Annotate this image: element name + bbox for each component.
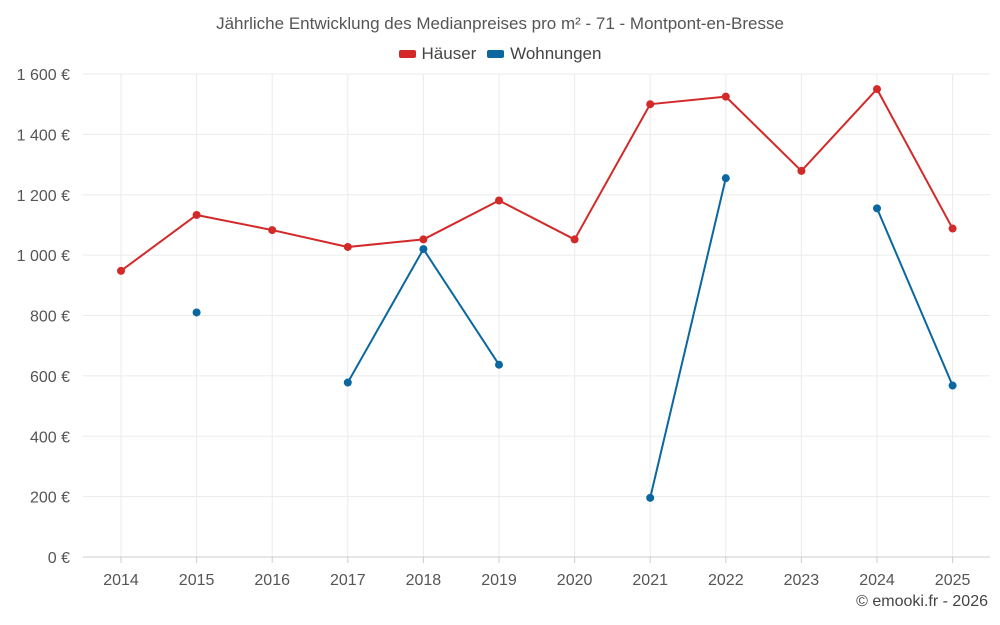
legend-swatch-wohnungen xyxy=(487,49,505,58)
grid xyxy=(83,73,990,557)
data-point-haeuser xyxy=(646,100,655,109)
data-point-wohnungen xyxy=(343,378,352,387)
x-tick-label: 2024 xyxy=(859,572,895,589)
data-point-haeuser xyxy=(192,210,201,219)
x-tick-label: 2020 xyxy=(557,572,593,589)
data-point-wohnungen xyxy=(948,381,957,390)
y-tick-label: 200 € xyxy=(30,490,70,507)
x-tick-label: 2017 xyxy=(330,572,366,589)
credit: © emooki.fr - 2026 xyxy=(856,593,988,610)
data-point-wohnungen xyxy=(873,204,881,213)
data-point-haeuser xyxy=(797,166,806,175)
legend-label-wohnungen: Wohnungen xyxy=(510,44,602,63)
data-point-wohnungen xyxy=(495,360,503,369)
data-point-haeuser xyxy=(873,85,881,94)
data-point-wohnungen xyxy=(419,245,428,254)
y-tick-label: 1 600 € xyxy=(17,67,70,84)
y-tick-label: 0 € xyxy=(48,550,70,567)
x-tick-label: 2019 xyxy=(481,572,517,589)
series-line-haeuser xyxy=(120,88,954,272)
data-point-haeuser xyxy=(721,92,730,101)
y-tick-label: 800 € xyxy=(30,309,70,326)
y-tick-label: 600 € xyxy=(30,369,70,386)
legend-item-wohnungen[interactable]: Wohnungen xyxy=(487,44,601,64)
data-point-wohnungen xyxy=(721,174,730,183)
x-tick-label: 2015 xyxy=(179,572,215,589)
data-point-haeuser xyxy=(268,226,277,235)
y-tick-label: 1 000 € xyxy=(17,248,70,265)
series-line-wohnungen xyxy=(649,177,727,499)
x-tick-label: 2018 xyxy=(406,572,442,589)
series xyxy=(117,85,957,502)
legend: Häuser Wohnungen xyxy=(0,44,1000,64)
y-tick-label: 1 200 € xyxy=(17,188,70,205)
data-point-haeuser xyxy=(419,235,428,244)
x-tick-label: 2016 xyxy=(254,572,290,589)
data-point-haeuser xyxy=(343,242,352,251)
data-point-haeuser xyxy=(570,235,579,244)
x-tick-label: 2023 xyxy=(784,572,820,589)
series-line-wohnungen xyxy=(876,207,954,386)
chart-title: Jährliche Entwicklung des Medianpreises … xyxy=(216,14,784,33)
x-tick-label: 2025 xyxy=(935,572,971,589)
x-tick-label: 2021 xyxy=(632,572,668,589)
legend-label-haeuser: Häuser xyxy=(421,44,477,63)
data-point-haeuser xyxy=(117,266,125,275)
data-point-haeuser xyxy=(948,224,957,233)
legend-item-haeuser[interactable]: Häuser xyxy=(398,44,477,64)
legend-swatch-haeuser xyxy=(398,49,416,58)
data-point-haeuser xyxy=(495,196,503,205)
y-tick-label: 400 € xyxy=(30,429,70,446)
axes: 0 € 200 € 400 € 600 € 800 € 1 000 € 1 200 € 1 4… xyxy=(17,67,990,589)
data-point-wohnungen xyxy=(192,308,201,317)
data-point-wohnungen xyxy=(646,493,655,502)
y-tick-label: 1 400 € xyxy=(17,127,70,144)
x-tick-label: 2014 xyxy=(103,572,139,589)
x-tick-label: 2022 xyxy=(708,572,744,589)
